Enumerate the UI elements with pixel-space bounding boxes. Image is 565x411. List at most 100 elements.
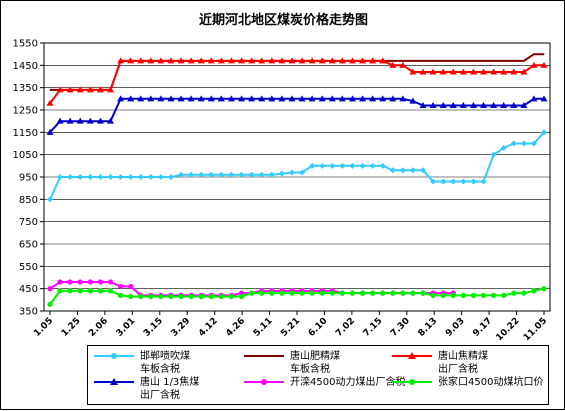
- data-point: [422, 60, 424, 62]
- data-point: [328, 57, 336, 64]
- data-point: [521, 290, 527, 296]
- data-point: [503, 60, 505, 62]
- data-point: [228, 293, 235, 300]
- data-point: [76, 86, 84, 93]
- data-point: [97, 279, 104, 285]
- data-point: [472, 60, 474, 62]
- legend-label-0-line1: 邯郸喷吹煤: [140, 351, 190, 362]
- data-point: [117, 95, 125, 102]
- data-point: [76, 117, 84, 124]
- data-point: [238, 57, 246, 64]
- data-point: [442, 60, 444, 62]
- data-point: [500, 144, 507, 151]
- data-point: [96, 86, 104, 93]
- data-point: [47, 286, 53, 292]
- y-tick-label: 350: [19, 307, 38, 318]
- legend-label-2-line1: 唐山焦精煤: [438, 351, 488, 362]
- data-point: [329, 290, 335, 296]
- legend-label-1-line1: 唐山肥精煤: [290, 351, 340, 362]
- data-point: [177, 57, 185, 64]
- data-point: [268, 95, 276, 102]
- data-point: [530, 140, 537, 147]
- data-point: [420, 167, 427, 174]
- data-point: [248, 171, 255, 178]
- x-tick-label: 3.15: [142, 316, 165, 339]
- legend: 邯郸喷吹煤 车板含税 唐山肥精煤 车板含税 唐山焦精煤 出厂含税 唐山 1/3焦煤 出厂…: [87, 345, 549, 405]
- data-point: [501, 292, 507, 298]
- data-point: [410, 290, 416, 296]
- data-point: [67, 279, 73, 285]
- data-point: [248, 95, 256, 102]
- y-tick-label: 1250: [13, 106, 38, 117]
- data-point: [127, 174, 134, 180]
- data-point: [258, 57, 266, 64]
- y-tick-label: 1150: [13, 128, 38, 139]
- data-point: [56, 86, 64, 93]
- data-point: [420, 290, 426, 296]
- data-point: [67, 174, 74, 180]
- data-point: [288, 57, 296, 64]
- data-point: [87, 288, 93, 294]
- data-point: [419, 68, 427, 75]
- data-point: [157, 57, 165, 64]
- y-axis-ticks: 350 450 550 650 750 850 950 1050 1150 1250 1350 145…: [13, 39, 44, 318]
- data-point: [349, 290, 356, 296]
- data-point: [279, 290, 285, 296]
- data-point: [198, 293, 204, 300]
- data-point: [459, 102, 467, 109]
- data-point: [469, 102, 477, 109]
- data-point: [543, 53, 545, 55]
- data-point: [308, 95, 316, 102]
- data-point: [490, 102, 498, 109]
- y-tick-label: 650: [19, 240, 38, 251]
- x-tick-label: 2.06: [87, 316, 110, 339]
- legend-label-2-line2: 出厂含税: [438, 364, 478, 375]
- y-tick-label: 1550: [13, 39, 38, 50]
- data-point: [493, 60, 495, 62]
- data-point: [107, 279, 114, 285]
- data-point: [359, 290, 366, 296]
- data-point: [268, 171, 275, 178]
- data-point: [278, 57, 286, 64]
- data-point: [198, 171, 205, 178]
- data-point: [188, 293, 194, 300]
- data-point: [510, 140, 517, 147]
- data-point: [429, 68, 437, 75]
- series-5: [47, 286, 547, 307]
- data-point: [47, 196, 53, 203]
- data-point: [137, 95, 145, 102]
- data-point: [178, 293, 184, 300]
- data-point: [469, 68, 477, 75]
- data-point: [86, 86, 94, 93]
- data-point: [147, 57, 155, 64]
- data-point: [409, 97, 417, 104]
- x-axis-ticks: 1.05 1.25 2.06 3.01 3.15 3.29 4.12 4.26 5.11 5.21…: [32, 311, 549, 343]
- x-tick-label: 7.02: [334, 316, 357, 339]
- legend-label-0-line2: 车板含税: [140, 364, 180, 375]
- data-point: [117, 283, 124, 290]
- data-point: [369, 162, 376, 169]
- chart-title: 近期河北地区煤炭价格走势图: [198, 13, 368, 28]
- data-point: [288, 95, 296, 102]
- data-point: [188, 171, 195, 178]
- data-point: [452, 60, 454, 62]
- data-point: [117, 57, 125, 64]
- data-point: [541, 286, 547, 292]
- data-point: [513, 60, 515, 62]
- data-point: [167, 95, 175, 102]
- data-point: [329, 162, 336, 169]
- data-point: [167, 57, 175, 64]
- x-tick-label: 11.05: [522, 316, 549, 343]
- data-point: [460, 292, 466, 298]
- data-point: [470, 178, 477, 185]
- y-tick-label: 1450: [13, 61, 38, 72]
- data-point: [207, 95, 215, 102]
- data-point: [218, 293, 224, 300]
- data-point: [127, 57, 135, 64]
- data-point: [308, 57, 316, 64]
- data-point: [258, 171, 265, 178]
- data-point: [399, 61, 407, 68]
- data-point: [369, 95, 377, 102]
- data-point: [450, 292, 456, 298]
